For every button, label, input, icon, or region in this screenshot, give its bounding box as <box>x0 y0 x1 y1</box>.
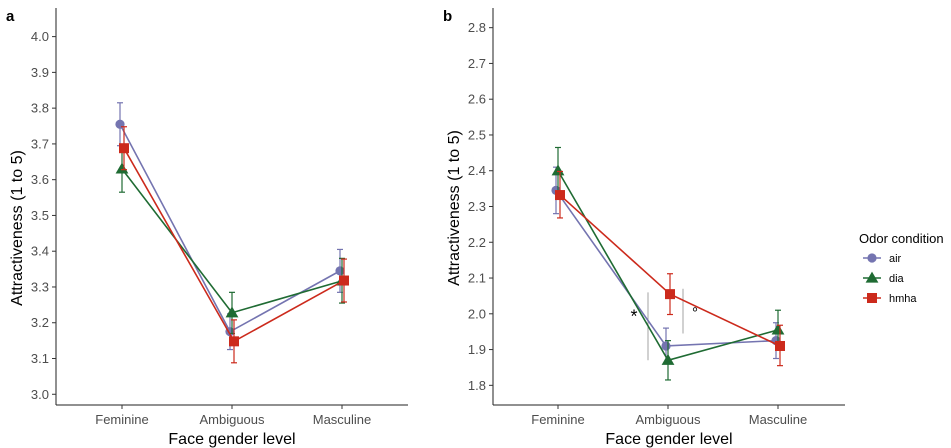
legend-title: Odor condition <box>859 231 944 246</box>
panel-label-a: a <box>6 8 15 25</box>
series-air <box>551 166 781 365</box>
legend: Odor condition air dia hmha <box>859 231 944 305</box>
x-tick-label: Masculine <box>313 412 372 427</box>
chart-panel-a: 3.0 3.1 3.2 3.3 3.4 3.5 3.6 3.7 3.8 3.9 4.0 Feminin… <box>9 8 408 448</box>
y-tick-label: 2.0 <box>468 306 486 321</box>
data-point-dia <box>771 323 785 335</box>
data-point-hmha <box>555 190 565 201</box>
data-point-air <box>115 119 125 129</box>
y-tick-label: 2.4 <box>468 163 486 178</box>
chart-panel-b: 1.8 1.9 2.0 2.1 2.2 2.3 2.4 2.5 2.6 2.7 2.8 Feminin… <box>446 8 845 448</box>
y-tick-label: 3.4 <box>31 244 49 259</box>
data-point-hmha <box>665 289 675 300</box>
y-tick-label: 1.8 <box>468 378 486 393</box>
y-tick-label: 2.7 <box>468 56 486 71</box>
y-axis-label: Attractiveness (1 to 5) <box>446 130 463 286</box>
x-tick-label: Feminine <box>531 412 584 427</box>
x-tick-label: Feminine <box>95 412 148 427</box>
significance-marker: * <box>630 307 637 327</box>
data-point-hmha <box>119 143 129 154</box>
y-tick-label: 3.2 <box>31 315 49 330</box>
y-tick-label: 3.3 <box>31 279 49 294</box>
y-tick-label: 3.6 <box>31 172 49 187</box>
y-axis-label: Attractiveness (1 to 5) <box>9 150 26 306</box>
legend-label-air: air <box>889 253 902 265</box>
y-tick-label: 2.1 <box>468 271 486 286</box>
data-point-dia <box>225 306 239 318</box>
series-dia <box>551 146 785 381</box>
y-tick-label: 2.8 <box>468 20 486 35</box>
y-tick-label: 3.8 <box>31 101 49 116</box>
series-line-dia <box>557 170 779 362</box>
data-point-hmha <box>229 336 239 347</box>
x-axis-label: Face gender level <box>605 431 732 448</box>
data-point-hmha <box>775 340 785 351</box>
legend-marker-dia <box>865 271 879 283</box>
legend-label-dia: dia <box>889 273 905 285</box>
y-tick-label: 3.7 <box>31 136 49 151</box>
x-tick-label: Ambiguous <box>199 412 265 427</box>
y-tick-label: 1.9 <box>468 342 486 357</box>
significance-marker: ° <box>692 304 698 321</box>
data-point-dia <box>661 353 675 365</box>
data-point-air <box>661 341 671 351</box>
x-axis-label: Face gender level <box>168 431 295 448</box>
series-hmha <box>555 170 785 367</box>
y-tick-label: 4.0 <box>31 29 49 44</box>
y-tick-label: 3.0 <box>31 387 49 402</box>
y-tick-label: 2.3 <box>468 199 486 214</box>
x-tick-label: Masculine <box>749 412 808 427</box>
data-point-air <box>335 266 345 276</box>
y-tick-label: 2.6 <box>468 92 486 107</box>
series-dia <box>115 145 349 335</box>
series-hmha <box>119 126 349 364</box>
y-tick-label: 2.2 <box>468 235 486 250</box>
data-point-hmha <box>339 275 349 286</box>
legend-marker-hmha <box>867 293 877 303</box>
series-line-hmha <box>559 194 781 347</box>
panel-label-b: b <box>443 8 452 25</box>
data-point-dia <box>115 162 129 174</box>
data-point-dia <box>551 164 565 176</box>
series-line-air <box>555 189 777 347</box>
legend-marker-air <box>867 253 877 263</box>
y-tick-label: 3.1 <box>31 351 49 366</box>
legend-label-hmha: hmha <box>889 293 917 305</box>
x-tick-label: Ambiguous <box>635 412 701 427</box>
y-tick-label: 3.9 <box>31 65 49 80</box>
y-tick-label: 3.5 <box>31 208 49 223</box>
y-tick-label: 2.5 <box>468 127 486 142</box>
